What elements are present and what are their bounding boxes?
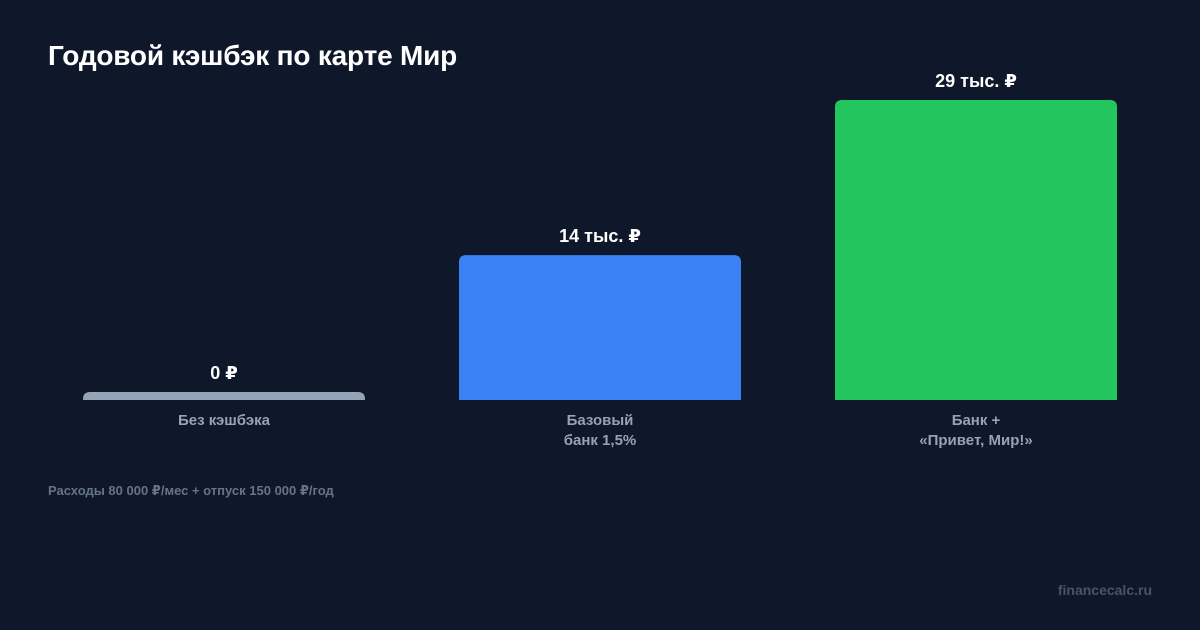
category-label-1-line-1: Без кэшбэка <box>178 412 271 429</box>
bar-chart: 0 ₽ Без кэшбэка 14 тыс. ₽ Базовый банк 1,5% 2… <box>83 71 1117 449</box>
bar-2 <box>459 255 741 400</box>
source-label: financecalc.ru <box>1057 582 1152 598</box>
bar-value-label-2: 14 тыс. ₽ <box>559 226 641 246</box>
category-label-3-line-2: «Привет, Мир!» <box>919 432 1032 449</box>
chart-footnote: Расходы 80 000 ₽/мес + отпуск 150 000 ₽/… <box>48 483 334 498</box>
chart-title: Годовой кэшбэк по карте Мир <box>48 40 458 71</box>
bar-3 <box>835 100 1117 400</box>
category-label-2-line-2: банк 1,5% <box>564 432 637 449</box>
bar-1 <box>83 392 365 400</box>
category-label-3-line-1: Банк + <box>952 412 1001 429</box>
category-label-2-line-1: Базовый <box>567 412 634 429</box>
bar-value-label-1: 0 ₽ <box>210 363 238 383</box>
bar-value-label-3: 29 тыс. ₽ <box>935 71 1017 91</box>
